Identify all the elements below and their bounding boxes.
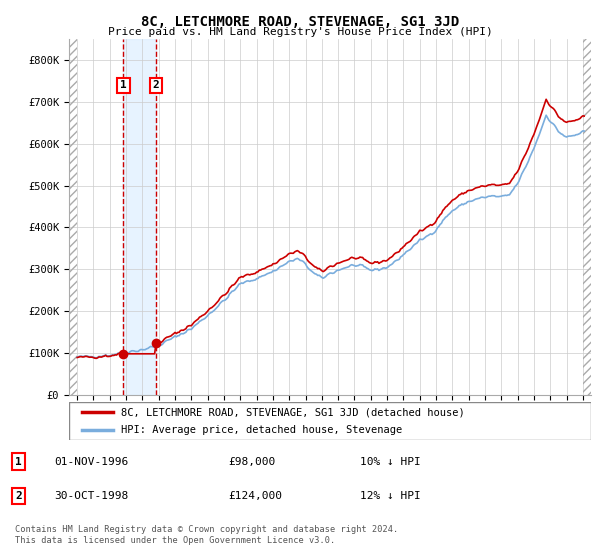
Bar <box>583 39 599 395</box>
Text: 30-OCT-1998: 30-OCT-1998 <box>54 491 128 501</box>
Text: Price paid vs. HM Land Registry's House Price Index (HPI): Price paid vs. HM Land Registry's House … <box>107 27 493 38</box>
Text: HPI: Average price, detached house, Stevenage: HPI: Average price, detached house, Stev… <box>121 424 403 435</box>
Text: Contains HM Land Registry data © Crown copyright and database right 2024.
This d: Contains HM Land Registry data © Crown c… <box>15 525 398 545</box>
Bar <box>69 39 77 395</box>
Text: 1: 1 <box>120 81 127 90</box>
Text: £124,000: £124,000 <box>228 491 282 501</box>
Text: 1: 1 <box>15 457 22 467</box>
Text: 01-NOV-1996: 01-NOV-1996 <box>54 457 128 467</box>
Text: 12% ↓ HPI: 12% ↓ HPI <box>360 491 421 501</box>
Text: £98,000: £98,000 <box>228 457 275 467</box>
Text: 2: 2 <box>152 81 160 90</box>
Bar <box>124 39 156 395</box>
Text: 2: 2 <box>15 491 22 501</box>
FancyBboxPatch shape <box>69 402 591 440</box>
Text: 8C, LETCHMORE ROAD, STEVENAGE, SG1 3JD: 8C, LETCHMORE ROAD, STEVENAGE, SG1 3JD <box>141 15 459 29</box>
Text: 8C, LETCHMORE ROAD, STEVENAGE, SG1 3JD (detached house): 8C, LETCHMORE ROAD, STEVENAGE, SG1 3JD (… <box>121 407 465 417</box>
Text: 10% ↓ HPI: 10% ↓ HPI <box>360 457 421 467</box>
